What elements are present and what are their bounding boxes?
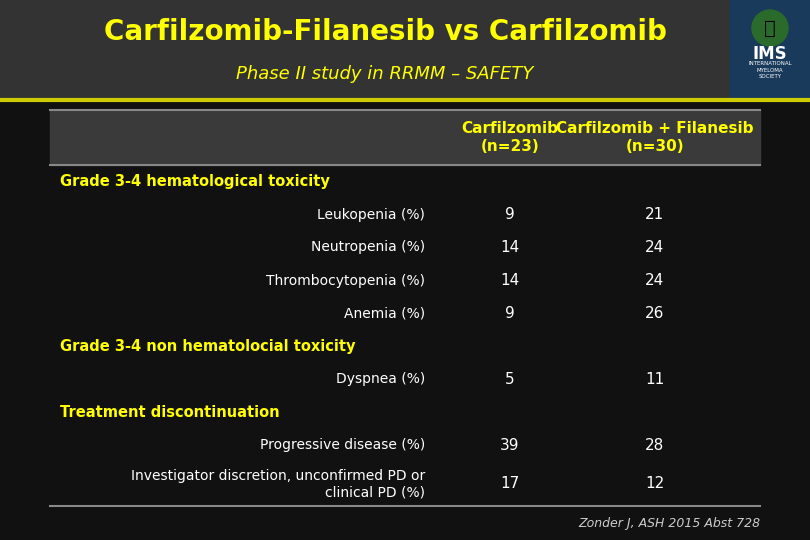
- Text: 14: 14: [501, 273, 520, 288]
- Bar: [50, 110, 760, 165]
- Text: 28: 28: [646, 438, 665, 453]
- Text: INTERNATIONAL
MYELOMA
SOCIETY: INTERNATIONAL MYELOMA SOCIETY: [748, 62, 792, 79]
- Text: 9: 9: [505, 207, 515, 222]
- Bar: [0, 0, 810, 100]
- Text: Dyspnea (%): Dyspnea (%): [336, 373, 425, 387]
- Text: Anemia (%): Anemia (%): [344, 307, 425, 321]
- Text: 24: 24: [646, 240, 665, 255]
- Text: 24: 24: [646, 273, 665, 288]
- Text: 5: 5: [505, 372, 515, 387]
- Text: 39: 39: [501, 438, 520, 453]
- Text: Treatment discontinuation: Treatment discontinuation: [60, 405, 279, 420]
- Text: Phase II study in RRMM – SAFETY: Phase II study in RRMM – SAFETY: [237, 65, 534, 83]
- Text: Carfilzomib
(n=23): Carfilzomib (n=23): [462, 122, 559, 154]
- Text: 🌐: 🌐: [764, 18, 776, 37]
- Text: 14: 14: [501, 240, 520, 255]
- Text: 9: 9: [505, 306, 515, 321]
- Text: Neutropenia (%): Neutropenia (%): [311, 240, 425, 254]
- Text: 11: 11: [646, 372, 665, 387]
- Text: 21: 21: [646, 207, 665, 222]
- Text: IMS: IMS: [752, 45, 787, 63]
- Text: Investigator discretion, unconfirmed PD or
clinical PD (%): Investigator discretion, unconfirmed PD …: [130, 469, 425, 499]
- Text: Zonder J, ASH 2015 Abst 728: Zonder J, ASH 2015 Abst 728: [578, 517, 760, 530]
- Text: Leukopenia (%): Leukopenia (%): [318, 207, 425, 221]
- Text: Progressive disease (%): Progressive disease (%): [260, 438, 425, 453]
- Text: 17: 17: [501, 476, 520, 491]
- Bar: [730, 0, 810, 100]
- Text: Carfilzomib + Filanesib
(n=30): Carfilzomib + Filanesib (n=30): [556, 122, 754, 154]
- Text: Carfilzomib-Filanesib vs Carfilzomib: Carfilzomib-Filanesib vs Carfilzomib: [104, 18, 667, 46]
- Text: Grade 3-4 hematological toxicity: Grade 3-4 hematological toxicity: [60, 174, 330, 189]
- Text: 12: 12: [646, 476, 665, 491]
- Text: 26: 26: [646, 306, 665, 321]
- Circle shape: [752, 10, 788, 46]
- Text: Thrombocytopenia (%): Thrombocytopenia (%): [266, 273, 425, 287]
- Text: Grade 3-4 non hematolocial toxicity: Grade 3-4 non hematolocial toxicity: [60, 339, 356, 354]
